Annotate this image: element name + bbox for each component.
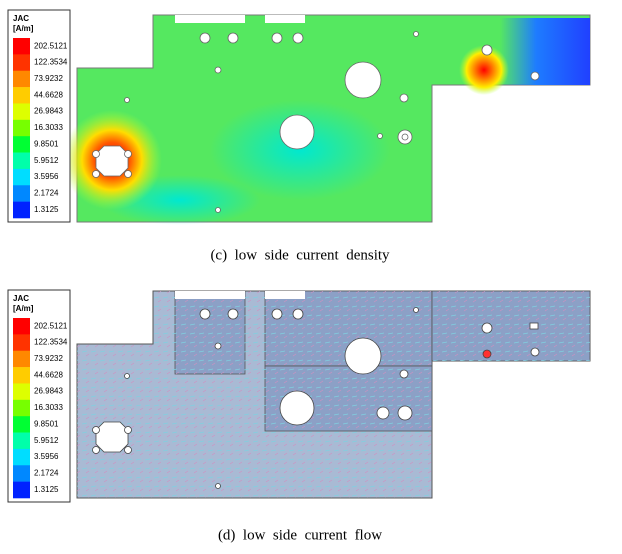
legend-label: 3.5956 (34, 172, 59, 181)
legend-label: 3.5956 (34, 452, 59, 461)
legend-label: 1.3125 (34, 485, 59, 494)
legend-swatch (13, 465, 30, 482)
legend-label: 73.9232 (34, 74, 63, 83)
legend-swatch (13, 168, 30, 186)
legend-swatch (13, 399, 30, 417)
legend-label: 122.3534 (34, 338, 68, 347)
flow-plot (76, 290, 591, 499)
flow-arrows (77, 291, 590, 498)
legend-swatch (13, 318, 30, 335)
holes (92, 15, 540, 213)
legend-swatch (13, 70, 30, 88)
legend-swatch (13, 103, 30, 121)
legend-swatch (13, 136, 30, 153)
legend-label: 122.3534 (34, 58, 68, 67)
legend-label: 2.1724 (34, 469, 59, 478)
legend-swatch (13, 367, 30, 384)
legend-label: 5.9512 (34, 436, 59, 445)
legend-label: 16.3033 (34, 403, 63, 412)
legend-label: 16.3033 (34, 123, 63, 132)
legend-unit: [A/m] (13, 24, 34, 33)
legend-swatch (13, 416, 30, 433)
legend-swatch (13, 383, 30, 401)
holes (92, 291, 540, 489)
legend-swatch (13, 350, 30, 368)
field-region (210, 100, 390, 200)
legend-swatch (13, 152, 30, 170)
legend-label: 73.9232 (34, 354, 63, 363)
legend-swatch (13, 185, 30, 202)
legend-swatch (13, 334, 30, 352)
caption: (d) low side current flow (218, 527, 382, 543)
legend-label: 5.9512 (34, 156, 59, 165)
hotspot (459, 45, 509, 95)
density-plot (62, 14, 591, 225)
legend-label: 26.9843 (34, 387, 63, 396)
legend-title: JAC (13, 14, 29, 23)
legend-swatch (13, 448, 30, 466)
legend-label: 9.8501 (34, 139, 59, 148)
legend-swatch (13, 38, 30, 55)
legend-swatch (13, 201, 30, 219)
legend-swatch (13, 87, 30, 104)
legend-label: 44.6628 (34, 90, 63, 99)
legend-swatch (13, 481, 30, 499)
legend-title: JAC (13, 294, 29, 303)
legend-label: 202.5121 (34, 41, 68, 50)
legend-unit: [A/m] (13, 304, 34, 313)
legend-swatch (13, 54, 30, 72)
legend-label: 44.6628 (34, 370, 63, 379)
caption: (c) low side current density (210, 247, 390, 263)
legend-label: 1.3125 (34, 205, 59, 214)
legend-label: 2.1724 (34, 189, 59, 198)
legend-label: 9.8501 (34, 419, 59, 428)
legend-label: 26.9843 (34, 107, 63, 116)
legend-swatch (13, 432, 30, 450)
legend-label: 202.5121 (34, 321, 68, 330)
legend-swatch (13, 119, 30, 137)
field-region (500, 18, 590, 85)
